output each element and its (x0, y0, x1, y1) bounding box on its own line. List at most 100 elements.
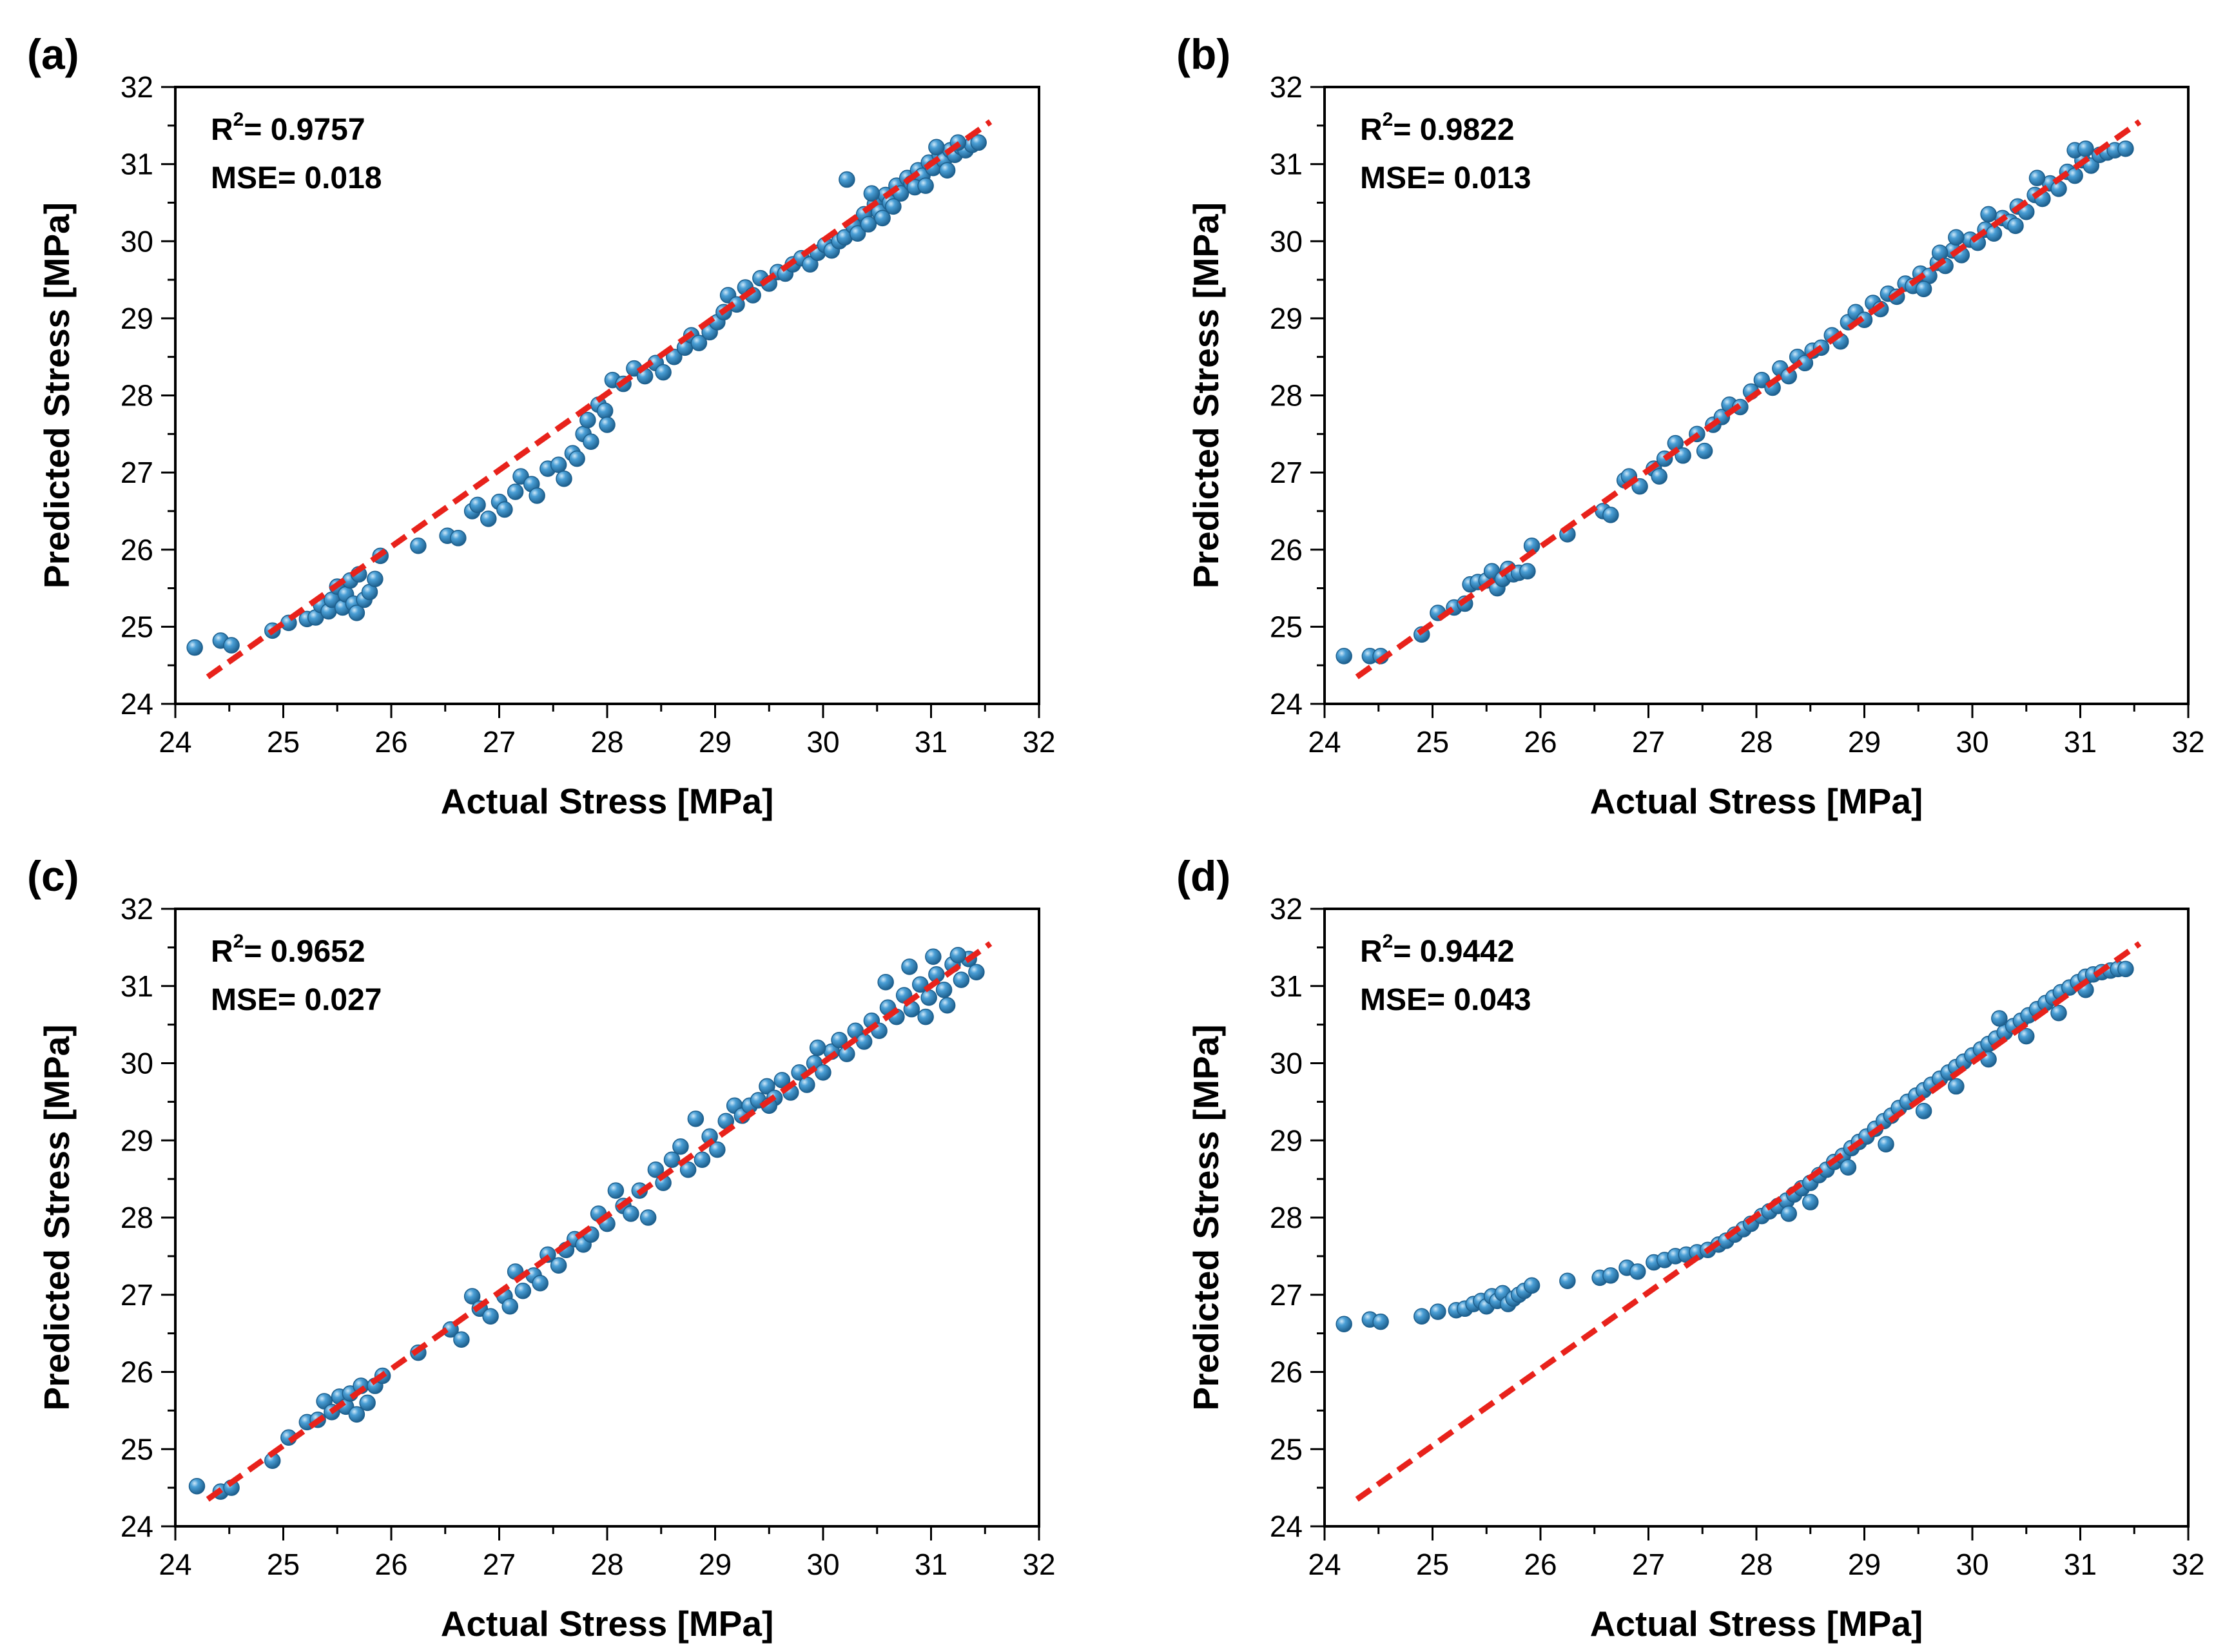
data-point (925, 948, 942, 965)
data-point (1948, 1078, 1965, 1095)
data-point (223, 637, 240, 654)
reference-line (206, 119, 993, 679)
y-tick-label: 30 (1270, 224, 1303, 258)
x-axis-title: Actual Stress [MPa] (441, 781, 774, 821)
data-point (874, 209, 891, 227)
data-point (1602, 1267, 1619, 1284)
x-tick-label: 25 (267, 725, 300, 759)
data-point (550, 456, 567, 473)
r2-label: R (211, 113, 233, 147)
data-point (463, 1288, 481, 1305)
data-point (935, 981, 953, 998)
data-point (1519, 563, 1536, 579)
y-tick-label: 27 (121, 456, 153, 489)
data-point (2018, 1027, 2035, 1045)
data-point (501, 1297, 518, 1315)
x-tick-label: 27 (1632, 1548, 1665, 1581)
y-axis-title: Predicted Stress [MPa] (1186, 202, 1226, 588)
data-point (1878, 1136, 1894, 1152)
data-point (2117, 960, 2134, 978)
y-tick-label: 25 (121, 1432, 153, 1466)
r2-label: R (1360, 935, 1383, 969)
data-point (799, 1076, 815, 1093)
mse-annotation: MSE= 0.013 (1360, 161, 1531, 195)
data-point (860, 216, 877, 233)
y-tick-label: 25 (121, 610, 153, 643)
plot-frame (1323, 86, 2190, 705)
data-point (1915, 1102, 1932, 1120)
data-point (1629, 1263, 1646, 1280)
x-tick-label: 30 (806, 725, 839, 759)
r2-annotation: R2= 0.9652 (211, 931, 365, 969)
y-axis-title: Predicted Stress [MPa] (1186, 1024, 1226, 1410)
y-tick-label: 26 (121, 1356, 153, 1389)
panel-a: (a) 24 25 26 27 28 29 30 31 32 24 25 26 27 28 29 30 31 32 A… (27, 30, 1056, 821)
data-point (2050, 180, 2067, 197)
data-point (863, 185, 880, 202)
data-point (877, 974, 894, 991)
data-point (815, 1064, 831, 1081)
r2-superscript: 2 (233, 931, 244, 952)
x-tick-label: 24 (159, 725, 191, 759)
y-tick-label: 31 (121, 969, 153, 1003)
x-tick-label: 24 (159, 1548, 191, 1581)
data-point (482, 1308, 499, 1325)
x-tick-label: 27 (1632, 725, 1665, 759)
y-tick-label: 29 (1270, 302, 1303, 335)
data-point (2028, 170, 2046, 186)
data-point (410, 538, 427, 554)
data-point (655, 364, 672, 381)
y-tick-label: 30 (121, 224, 153, 258)
x-axis-title: Actual Stress [MPa] (1590, 781, 1923, 821)
y-tick-label: 32 (1270, 70, 1303, 104)
x-axis-title: Actual Stress [MPa] (1590, 1604, 1923, 1644)
data-point (672, 1138, 689, 1155)
data-point (186, 639, 203, 656)
r2-annotation: R2= 0.9757 (211, 109, 365, 147)
plot-frame (1323, 908, 2190, 1528)
data-point (1414, 1308, 1430, 1325)
y-tick-label: 29 (1270, 1123, 1303, 1157)
data-point (2117, 140, 2134, 157)
panel-label: (a) (27, 30, 79, 78)
panel-c: (c) 24 25 26 27 28 29 30 31 32 24 25 26 27 28 29 30 31 32 A… (27, 852, 1056, 1644)
data-point (809, 1039, 826, 1056)
data-point (480, 510, 497, 527)
x-tick-label: 26 (1524, 1548, 1557, 1581)
panel-label: (b) (1176, 30, 1230, 78)
data-point (938, 996, 956, 1014)
data-point (1631, 478, 1648, 495)
x-tick-label: 27 (483, 1548, 516, 1581)
data-point (2050, 1004, 2067, 1022)
y-tick-label: 31 (121, 148, 153, 181)
x-tick-label: 24 (1308, 1548, 1341, 1581)
data-point (917, 1008, 934, 1025)
x-tick-label: 31 (2064, 725, 2097, 759)
data-point (679, 1161, 697, 1178)
data-point (1372, 1313, 1389, 1330)
x-tick-label: 25 (1416, 1548, 1449, 1581)
data-point (663, 1151, 681, 1168)
y-tick-label: 32 (121, 70, 153, 104)
data-point (938, 162, 956, 179)
data-point (1915, 280, 1932, 298)
data-point (1696, 442, 1713, 460)
data-point (970, 134, 987, 151)
y-tick-label: 24 (1270, 687, 1303, 721)
data-point (773, 1072, 791, 1089)
r2-superscript: 2 (233, 109, 244, 130)
data-point (1985, 225, 2003, 242)
data-point (599, 416, 616, 433)
x-tick-label: 24 (1308, 725, 1341, 759)
data-point (1780, 1205, 1797, 1222)
y-tick-label: 24 (121, 1510, 153, 1543)
data-point (949, 947, 967, 964)
y-tick-label: 30 (121, 1047, 153, 1080)
data-point (1840, 1159, 1857, 1176)
data-point (1430, 1303, 1446, 1320)
x-axis-title: Actual Stress [MPa] (441, 1604, 774, 1644)
data-point (348, 605, 365, 621)
y-tick-label: 32 (1270, 892, 1303, 926)
r2-label: R (211, 935, 233, 969)
r2-superscript: 2 (1383, 109, 1394, 130)
